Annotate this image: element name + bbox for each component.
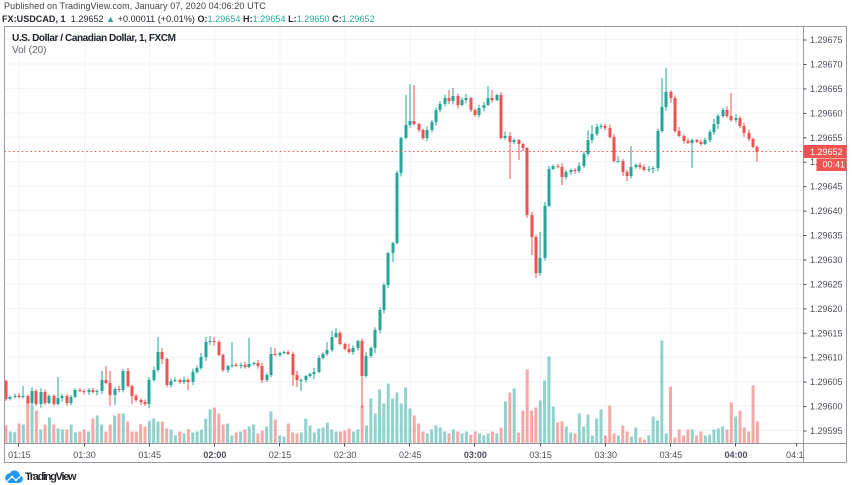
svg-text:1.29615: 1.29615 <box>810 328 843 338</box>
svg-text:01:15: 01:15 <box>8 450 31 460</box>
svg-text:02:45: 02:45 <box>399 450 422 460</box>
svg-text:1.29625: 1.29625 <box>810 279 843 289</box>
svg-text:1.29640: 1.29640 <box>810 206 843 216</box>
svg-text:03:30: 03:30 <box>594 450 617 460</box>
svg-text:1.29595: 1.29595 <box>810 426 843 436</box>
svg-text:1.29600: 1.29600 <box>810 402 843 412</box>
svg-text:01:30: 01:30 <box>73 450 96 460</box>
svg-text:04:00: 04:00 <box>725 450 748 460</box>
svg-text:00:41: 00:41 <box>823 160 846 170</box>
svg-text:02:30: 02:30 <box>334 450 357 460</box>
svg-text:1.29660: 1.29660 <box>810 108 843 118</box>
svg-text:1.29652: 1.29652 <box>810 147 843 157</box>
svg-text:03:00: 03:00 <box>464 450 487 460</box>
svg-text:1.29645: 1.29645 <box>810 182 843 192</box>
svg-text:1.29665: 1.29665 <box>810 84 843 94</box>
svg-text:1.29670: 1.29670 <box>810 59 843 69</box>
svg-text:03:15: 03:15 <box>529 450 552 460</box>
svg-text:1.29605: 1.29605 <box>810 377 843 387</box>
svg-text:1.29630: 1.29630 <box>810 255 843 265</box>
svg-text:02:15: 02:15 <box>269 450 292 460</box>
svg-text:02:00: 02:00 <box>203 450 226 460</box>
svg-text:04:15: 04:15 <box>786 450 809 460</box>
svg-text:03:45: 03:45 <box>660 450 683 460</box>
svg-text:1.29610: 1.29610 <box>810 353 843 363</box>
svg-text:1.29635: 1.29635 <box>810 231 843 241</box>
svg-text:1.29675: 1.29675 <box>810 35 843 45</box>
svg-text:01:45: 01:45 <box>138 450 161 460</box>
svg-text:1.29655: 1.29655 <box>810 133 843 143</box>
svg-text:1.29620: 1.29620 <box>810 304 843 314</box>
